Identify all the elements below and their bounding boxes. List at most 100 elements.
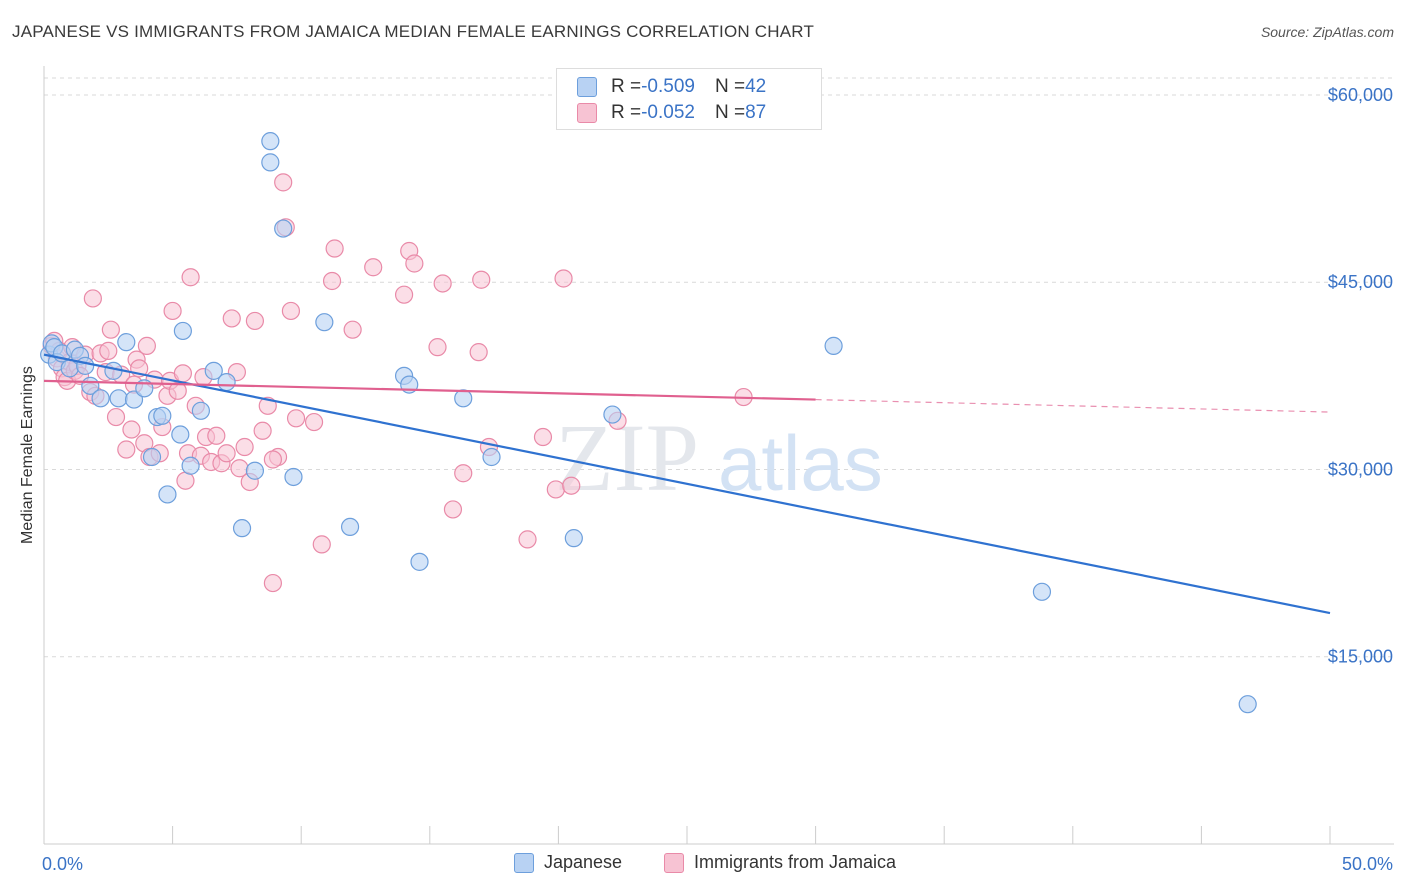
series-legend: Japanese Immigrants from Jamaica xyxy=(0,852,1406,876)
y-tick-label: $15,000 xyxy=(1328,647,1393,667)
data-point-japanese xyxy=(117,333,136,352)
legend-n-value: 42 xyxy=(745,76,767,97)
data-point-jamaica xyxy=(454,464,473,483)
data-point-japanese xyxy=(340,517,360,537)
x-tick-labels: 0.0% 50.0% xyxy=(42,854,1393,874)
data-point-jamaica xyxy=(343,320,362,339)
data-point-jamaica xyxy=(106,407,126,427)
watermark-atlas: atlas xyxy=(718,419,883,507)
legend-r-value: -0.509 xyxy=(641,76,695,97)
data-point-japanese xyxy=(315,313,334,332)
data-point-jamaica xyxy=(472,270,491,289)
trend-line-jamaica xyxy=(43,379,816,401)
legend-row-japanese: R = -0.509 N = 42 xyxy=(577,75,766,99)
legend-item-japanese[interactable]: Japanese xyxy=(514,852,622,873)
correlation-legend: R = -0.509 N = 42 R = -0.052 N = 87 xyxy=(556,68,822,130)
trend-line-japanese xyxy=(43,353,1331,615)
data-point-jamaica xyxy=(364,258,383,277)
data-point-jamaica xyxy=(253,421,272,440)
data-point-japanese xyxy=(482,447,501,467)
watermark-zip: ZIP xyxy=(555,404,699,511)
data-point-jamaica xyxy=(83,289,102,308)
data-point-jamaica xyxy=(122,420,141,439)
data-point-japanese xyxy=(1238,695,1257,714)
y-tick-labels: $15,000 $30,000 $45,000 $60,000 xyxy=(1328,85,1393,667)
data-point-japanese xyxy=(261,132,280,151)
data-point-jamaica xyxy=(181,268,200,287)
legend-r-value: -0.052 xyxy=(641,102,695,123)
legend-row-jamaica: R = -0.052 N = 87 xyxy=(577,101,766,125)
data-point-jamaica xyxy=(281,301,301,321)
legend-n-label: N = xyxy=(714,102,746,123)
y-tick-label: $60,000 xyxy=(1328,85,1393,105)
data-point-jamaica xyxy=(137,336,156,355)
data-point-japanese xyxy=(1032,582,1052,601)
data-point-japanese xyxy=(217,372,236,392)
data-point-japanese xyxy=(171,425,190,444)
data-point-jamaica xyxy=(173,364,192,383)
data-point-jamaica xyxy=(518,530,537,549)
data-point-jamaica xyxy=(99,341,118,360)
y-tick-label: $45,000 xyxy=(1328,272,1393,292)
grid-layer xyxy=(44,77,1394,658)
legend-n-value: 87 xyxy=(745,102,767,123)
legend-swatch-jamaica xyxy=(577,103,597,123)
data-point-jamaica xyxy=(312,535,331,554)
data-point-jamaica xyxy=(235,437,254,457)
data-point-japanese xyxy=(204,361,223,380)
data-point-jamaica xyxy=(245,311,265,331)
legend-swatch-jamaica xyxy=(664,852,684,873)
y-tick-label: $30,000 xyxy=(1328,459,1393,479)
data-point-jamaica xyxy=(207,426,226,445)
data-point-japanese xyxy=(564,529,583,548)
legend-r-label: R = xyxy=(611,102,642,123)
data-point-jamaica xyxy=(222,309,241,328)
legend-label-jamaica: Immigrants from Jamaica xyxy=(694,852,897,872)
data-point-japanese xyxy=(124,390,144,409)
data-point-japanese xyxy=(232,519,252,538)
trend-line-jamaica-projection xyxy=(815,398,1331,413)
data-point-jamaica xyxy=(428,338,447,357)
data-point-jamaica xyxy=(533,427,553,447)
data-point-jamaica xyxy=(546,480,565,499)
data-point-jamaica xyxy=(163,301,182,321)
data-point-japanese xyxy=(454,389,473,408)
data-point-jamaica xyxy=(101,320,120,339)
chart-title: JAPANESE VS IMMIGRANTS FROM JAMAICA MEDI… xyxy=(12,22,815,41)
data-point-japanese xyxy=(824,336,843,355)
data-point-jamaica xyxy=(322,271,342,291)
legend-swatch-japanese xyxy=(577,77,597,97)
data-point-jamaica xyxy=(263,450,283,469)
data-point-jamaica xyxy=(263,573,283,593)
data-point-japanese xyxy=(245,461,265,480)
data-point-jamaica xyxy=(217,444,236,463)
data-point-jamaica xyxy=(394,285,414,304)
data-point-japanese xyxy=(91,389,110,408)
legend-label-japanese: Japanese xyxy=(544,852,623,872)
data-point-jamaica xyxy=(562,476,581,495)
trend-lines xyxy=(43,353,1331,615)
data-point-japanese xyxy=(191,401,210,420)
legend-swatch-japanese xyxy=(514,852,534,873)
data-point-japanese xyxy=(261,153,280,172)
watermark: ZIP atlas xyxy=(555,404,883,511)
data-point-japanese xyxy=(76,356,95,375)
data-point-jamaica xyxy=(286,409,306,428)
data-point-jamaica xyxy=(117,440,136,459)
data-point-japanese xyxy=(410,552,429,571)
data-point-japanese xyxy=(274,219,293,238)
x-tick-label: 0.0% xyxy=(42,854,83,874)
axes xyxy=(43,66,1394,845)
data-point-japanese xyxy=(109,389,128,408)
source-credit: Source: ZipAtlas.com xyxy=(1260,24,1394,40)
data-point-jamaica xyxy=(554,269,573,288)
data-point-japanese xyxy=(603,405,622,424)
data-point-jamaica xyxy=(325,239,344,258)
data-point-japanese xyxy=(173,321,192,341)
data-point-jamaica xyxy=(469,343,488,362)
data-point-japanese xyxy=(284,467,303,487)
legend-item-jamaica[interactable]: Immigrants from Jamaica xyxy=(664,852,896,873)
legend-r-label: R = xyxy=(611,76,642,97)
data-point-japanese xyxy=(181,456,200,475)
